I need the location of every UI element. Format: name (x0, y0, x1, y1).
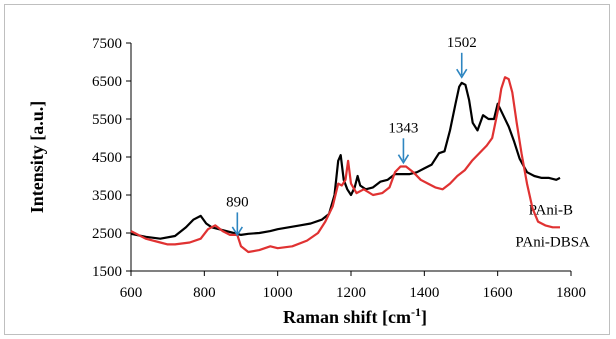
peak-label-1502: 1502 (447, 35, 477, 51)
series-label-pani-dbsa: PAni-DBSA (515, 234, 590, 250)
peak-label-1343: 1343 (388, 120, 418, 136)
x-tick-label: 600 (120, 285, 143, 301)
x-tick-label: 1400 (409, 285, 439, 301)
y-tick-label: 2500 (92, 226, 122, 242)
x-tick-label: 1200 (336, 285, 366, 301)
x-tick-label: 1800 (556, 285, 586, 301)
series-label-pani-b: PAni-B (529, 202, 573, 218)
y-tick-label: 6500 (92, 74, 122, 90)
y-tick-label: 5500 (92, 112, 122, 128)
y-tick-label: 3500 (92, 188, 122, 204)
y-tick-label: 7500 (92, 36, 122, 52)
peak-arrowhead-1502 (456, 68, 468, 79)
x-axis-title: Raman shift [cm-1] (283, 305, 427, 327)
peak-arrowhead-890 (231, 226, 244, 237)
x-tick-label: 1600 (483, 285, 513, 301)
x-tick-label: 800 (193, 285, 216, 301)
series-line-pani-dbsa (130, 76, 560, 254)
chart-frame: 1500 2500 3500 4500 5500 6500 7500 600 800 1000 12… (4, 4, 610, 335)
y-axis-title: Intensity [a.u.] (27, 101, 47, 214)
peak-label-890: 890 (226, 194, 249, 210)
y-tick-label: 4500 (92, 150, 122, 166)
peak-arrowhead-1343 (397, 154, 410, 165)
series-line-pani-b (130, 81, 561, 240)
raman-chart: 1500 2500 3500 4500 5500 6500 7500 600 800 1000 12… (27, 35, 590, 327)
x-tick-label: 1000 (263, 285, 293, 301)
y-tick-label: 1500 (92, 264, 122, 280)
